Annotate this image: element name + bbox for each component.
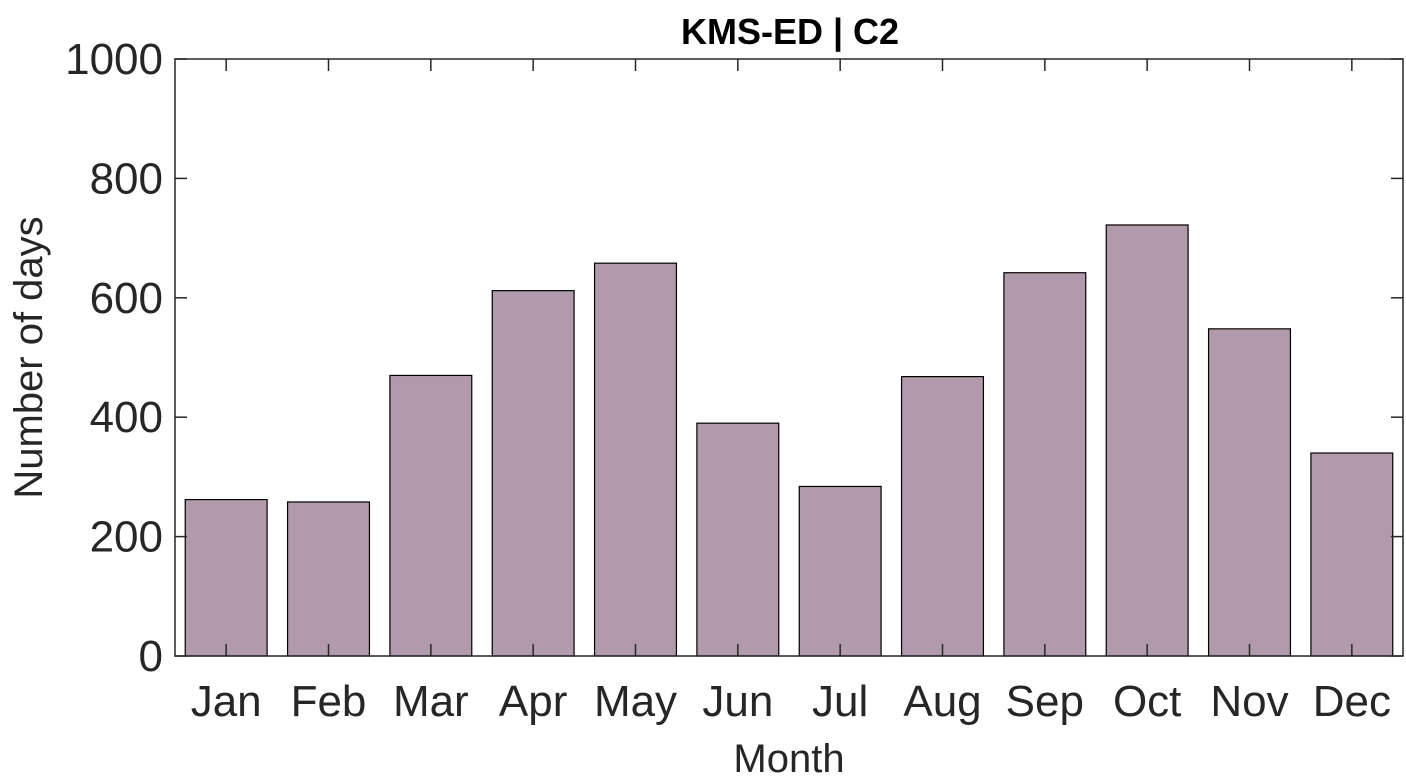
x-tick-label-sep: Sep [1006,677,1084,726]
bar-mar [389,374,473,657]
bar-nov [1207,328,1292,657]
x-axis: Jan Feb Mar Apr May Jun Jul Aug Sep Oct Nov Dec [191,59,1391,726]
bar-apr [491,290,575,657]
bar-jun [696,422,780,657]
y-tick-label: 0 [139,632,163,681]
x-tick-label-nov: Nov [1210,677,1288,726]
y-axis-label: Number of days [7,216,51,498]
x-tick-label-jan: Jan [191,677,262,726]
x-tick-label-jul: Jul [812,677,868,726]
y-tick-label: 800 [90,154,163,203]
bar-dec [1310,452,1394,657]
x-tick-label-apr: Apr [499,677,567,726]
y-tick-label: 400 [90,393,163,442]
x-axis-label: Month [733,737,844,781]
y-axis: 0 200 400 600 800 1000 [65,35,1403,681]
x-tick-label-dec: Dec [1313,677,1391,726]
bar-sep [1003,272,1087,657]
y-tick-label: 1000 [65,35,163,84]
x-tick-label-oct: Oct [1113,677,1181,726]
x-tick-label-feb: Feb [291,677,367,726]
bar-may [593,262,678,657]
y-tick-label: 600 [90,274,163,323]
x-tick-label-mar: Mar [393,677,469,726]
bar-jul [798,485,882,657]
bar-aug [900,376,985,657]
x-tick-label-aug: Aug [903,677,981,726]
bar-feb [286,501,371,657]
x-tick-label-jun: Jun [702,677,773,726]
x-tick-label-may: May [594,677,677,726]
y-tick-label: 200 [90,513,163,562]
chart-title: KMS-ED | C2 [681,11,899,53]
bar-jan [184,498,268,657]
bars-group [184,224,1394,657]
bar-oct [1105,224,1189,657]
plot-area-frame [174,58,1404,657]
